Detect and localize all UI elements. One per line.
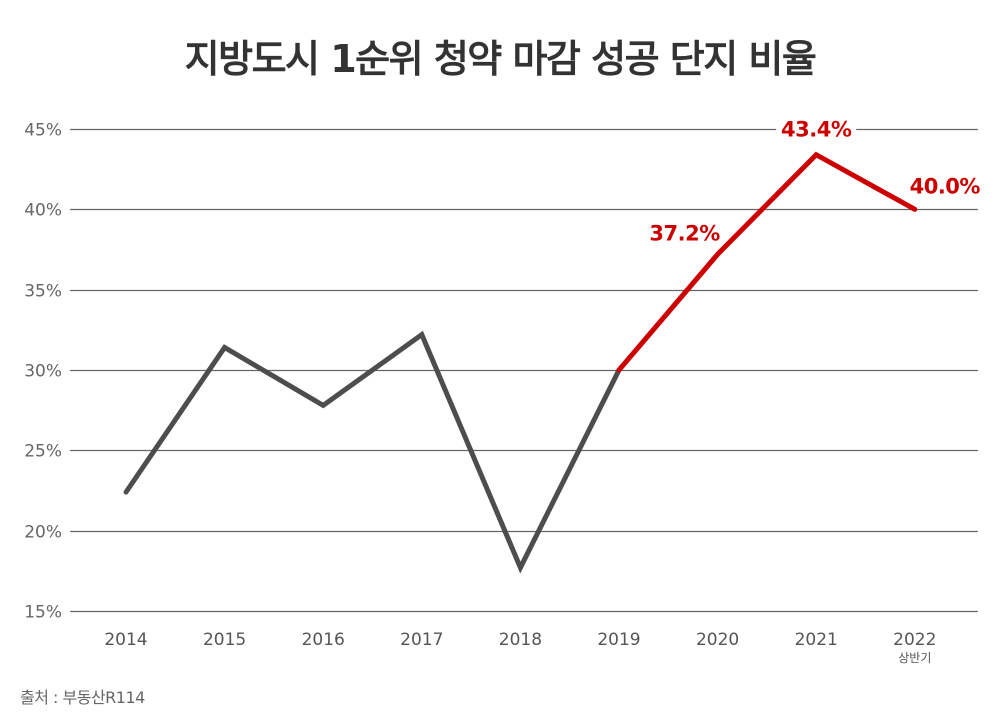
line-segment-default [123, 330, 622, 574]
y-tick-label: 35% [24, 282, 62, 302]
y-axis-ticks: 45% 40% 35% 30% 25% 20% 15% [24, 121, 62, 623]
line-segment-highlight [616, 151, 918, 373]
x-tick-label: 2021 [795, 630, 838, 650]
x-tick-label: 2014 [104, 630, 147, 650]
data-labels: 37.2% 43.4% 40.0% [649, 114, 981, 245]
chart-title: 지방도시 1순위 청약 마감 성공 단지 비율 [184, 37, 817, 81]
x-tick-label: 2022 [893, 630, 936, 650]
x-tick-label: 2017 [400, 630, 443, 650]
y-tick-label: 30% [24, 362, 62, 382]
x-tick-label: 2016 [302, 630, 345, 650]
x-tick-label: 2020 [696, 630, 739, 650]
data-label: 37.2% [649, 221, 720, 245]
y-tick-label: 40% [24, 201, 62, 221]
label-background [776, 114, 857, 143]
y-tick-label: 45% [24, 121, 62, 141]
data-line [123, 151, 918, 574]
x-tick-label: 2018 [499, 630, 542, 650]
source-note: 출처 : 부동산R114 [20, 688, 145, 707]
data-label: 43.4% [781, 118, 852, 142]
x-tick-sublabel: 상반기 [898, 651, 931, 665]
x-tick-label: 2015 [203, 630, 246, 650]
gridlines [70, 128, 978, 613]
y-tick-label: 25% [24, 442, 62, 462]
y-tick-label: 15% [24, 603, 62, 623]
y-tick-label: 20% [24, 523, 62, 543]
data-label: 40.0% [910, 174, 981, 198]
x-tick-label: 2019 [597, 630, 640, 650]
